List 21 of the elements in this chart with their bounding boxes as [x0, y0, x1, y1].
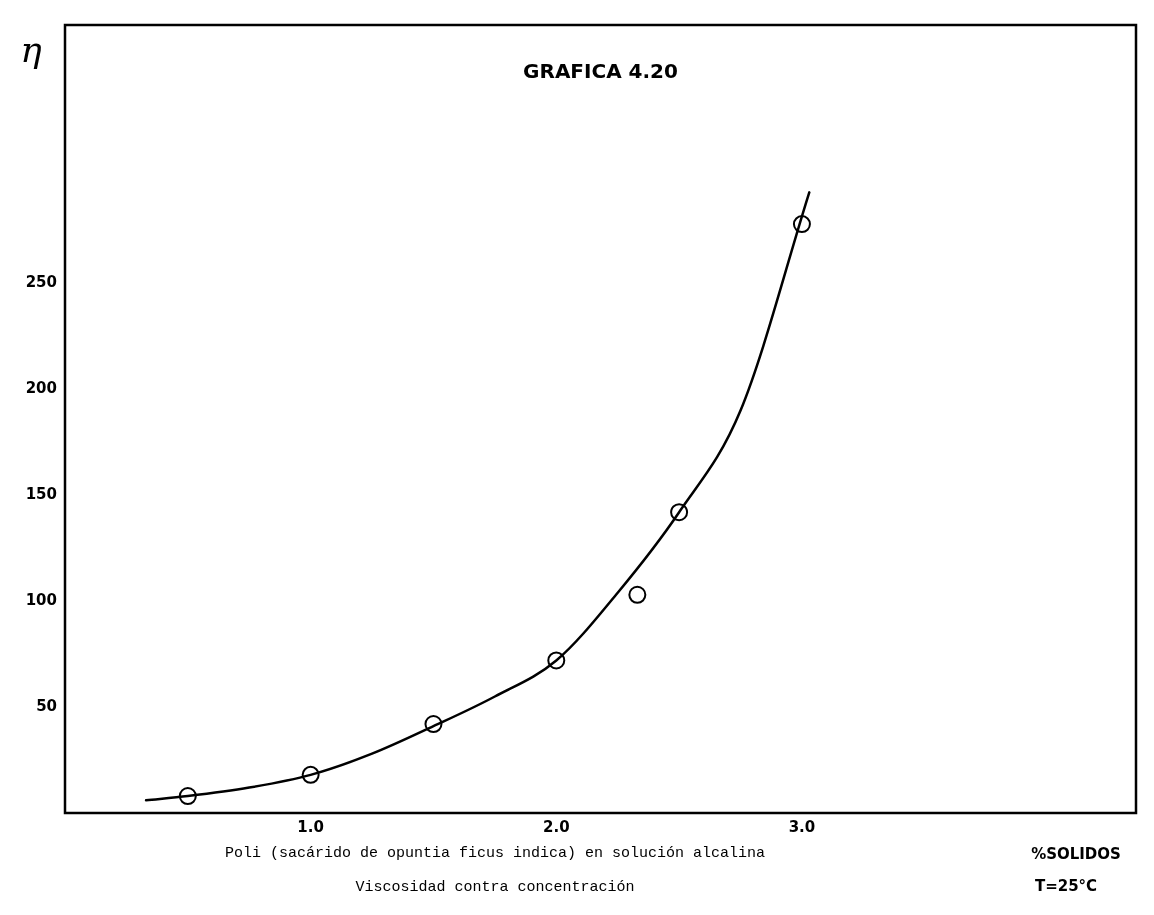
point — [301, 765, 320, 784]
y-tick-label: 50 — [36, 696, 57, 715]
y-axis-title: η — [20, 29, 43, 71]
y-tick-label: 200 — [25, 379, 57, 398]
x-tick-label: 1.0 — [297, 817, 324, 836]
point — [424, 715, 443, 734]
x-tick-label: 3.0 — [788, 817, 816, 836]
text: Poli (sacárido de opuntia ficus indica) en solución alcalina — [224, 844, 766, 862]
point — [792, 215, 811, 234]
text: GRAFICA 4.20 — [523, 59, 678, 84]
point — [670, 503, 689, 522]
text: T=25°C — [1034, 876, 1098, 895]
y-tick-label: 100 — [25, 591, 57, 610]
point — [628, 585, 647, 604]
text: Viscosidad contra concentración — [355, 878, 635, 896]
x-tick-label: 2.0 — [543, 817, 570, 836]
point — [547, 651, 566, 670]
y-tick-label: 150 — [25, 485, 57, 504]
x-axis-title: %SOLIDOS — [1031, 844, 1121, 863]
point — [178, 787, 197, 806]
y-tick-label: 250 — [25, 273, 57, 292]
